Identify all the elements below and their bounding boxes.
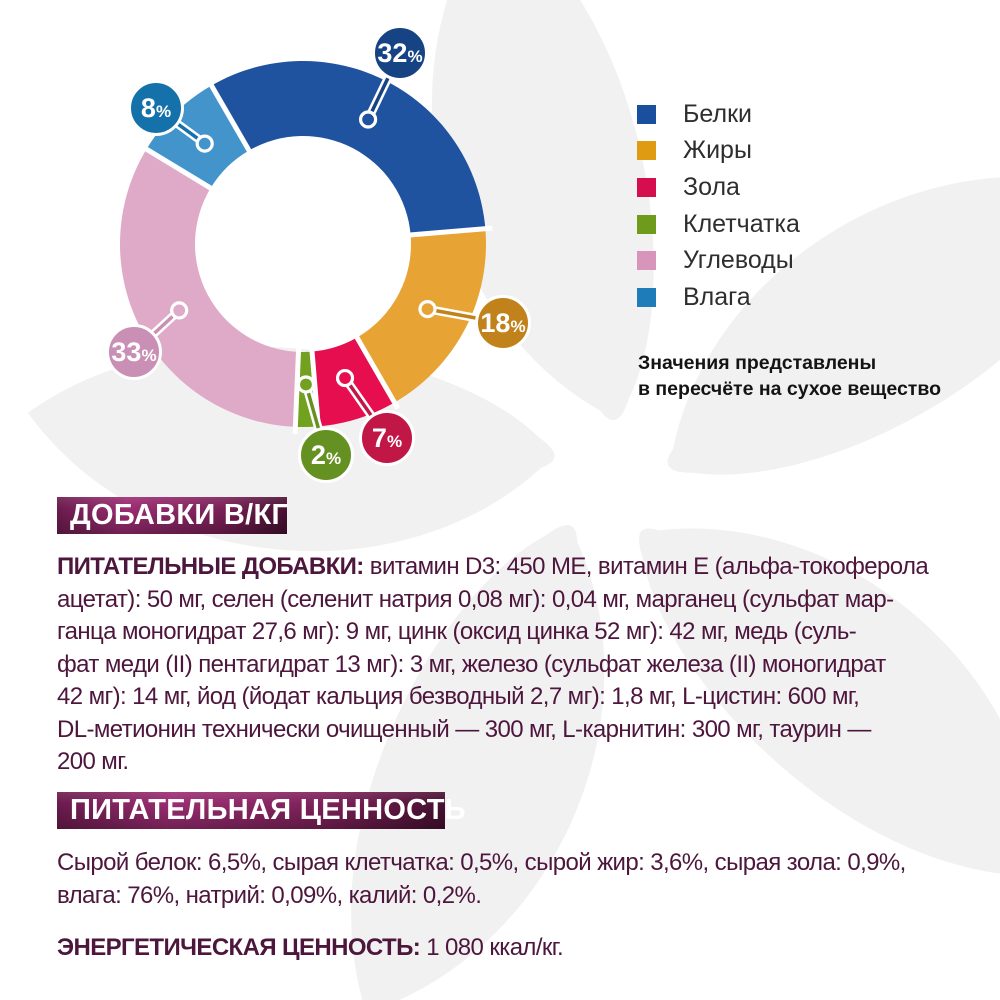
section-heading-additives: ДОБАВКИ В/КГ [57, 497, 289, 534]
legend-label: Жиры [683, 136, 752, 165]
legend-swatch-belki [637, 104, 656, 124]
legend-item-uglevody: Углеводы [637, 242, 800, 279]
legend-item-vlaga: Влага [637, 279, 800, 316]
legend-label: Углеводы [683, 246, 794, 275]
text-line: 200 мг. [57, 748, 129, 775]
text-line: Сырой белок: 6,5%, сырая клетчатка: 0,5%… [57, 849, 906, 876]
energy-label: ЭНЕРГЕТИЧЕСКАЯ ЦЕННОСТЬ: [57, 934, 421, 961]
chart-legend: Белки Жиры Зола Клетчатка Углеводы Влага [637, 96, 800, 316]
donut-segment-Углеводы [119, 149, 299, 427]
swirl-petal [432, 0, 654, 421]
energy-value: 1 080 ккал/кг. [426, 934, 564, 961]
legend-item-zhiry: Жиры [637, 133, 800, 170]
section-heading-nutrition: ПИТАТЕЛЬНАЯ ЦЕННОСТЬ [57, 792, 466, 829]
donut-segment-Белки [211, 60, 486, 235]
donut-chart: 32% 18% 7% 2% 33% 8% [106, 25, 531, 483]
callout-value: 32% [377, 38, 422, 68]
callout-value: 18% [480, 308, 525, 338]
callout-value: 2% [311, 440, 341, 470]
callout-bubble-Зола [359, 410, 415, 466]
swirl-petal [351, 525, 605, 1000]
callout-bubble-Жиры [475, 295, 531, 351]
legend-swatch-zola [637, 177, 656, 197]
callout-anchor-dot [296, 375, 316, 394]
callout-anchor-dot [335, 368, 355, 388]
segment-gap [292, 344, 302, 434]
segment-gap [205, 78, 255, 158]
callout-anchor-dot [418, 299, 437, 319]
text-line: ПИТАТЕЛЬНЫЕ ДОБАВКИ: витамин D3: 450 МЕ,… [57, 551, 929, 584]
legend-swatch-kletchatka [637, 214, 656, 234]
callout-bubble-Клетчатка [298, 427, 354, 483]
text-line: DL-метионин технически очищенный — 300 м… [57, 715, 871, 743]
energy-value-line: ЭНЕРГЕТИЧЕСКАЯ ЦЕННОСТЬ: 1 080 ккал/кг. [57, 931, 564, 964]
nutrition-paragraph: Сырой белок: 6,5%, сырая клетчатка: 0,5%… [57, 846, 906, 912]
legend-swatch-uglevody [637, 251, 656, 271]
section-heading-text: ПИТАТЕЛЬНАЯ ЦЕННОСТЬ [70, 794, 466, 826]
segment-gap [139, 143, 218, 194]
callout-value: 7% [372, 423, 402, 453]
callout-value: 8% [141, 93, 171, 123]
additives-lead-label: ПИТАТЕЛЬНЫЕ ДОБАВКИ: [57, 553, 364, 580]
legend-label: Влага [683, 282, 751, 311]
legend-label: Зола [683, 172, 740, 201]
segment-gap [351, 330, 401, 410]
text-line: ацетат): 50 мг, селен (селенит натрия 0,… [57, 585, 894, 613]
text-line-content: витамин D3: 450 МЕ, витамин Е (альфа-ток… [369, 553, 929, 580]
legend-note: Значения представлены в пересчёте на сух… [638, 352, 942, 400]
callout-bubble-Белки [372, 25, 428, 81]
callout-anchor-dot [358, 110, 378, 129]
callout-value: 33% [111, 337, 156, 367]
section-heading-text: ДОБАВКИ В/КГ [70, 499, 289, 531]
text-line: ганца моногидрат 27,6 мг): 9 мг, цинк (о… [57, 618, 857, 645]
legend-swatch-zhiry [637, 141, 656, 161]
swirl-petal [639, 528, 1000, 877]
legend-label: Клетчатка [683, 209, 800, 238]
callout-anchor-dot [170, 301, 189, 320]
legend-item-belki: Белки [637, 96, 800, 133]
legend-swatch-vlaga [637, 287, 656, 307]
additives-paragraph: ПИТАТЕЛЬНЫЕ ДОБАВКИ: витамин D3: 450 МЕ,… [57, 551, 929, 779]
text-line: фат меди (II) пентагидрат 13 мг): 3 мг, … [57, 650, 886, 678]
donut-segment-Зола [312, 337, 395, 427]
legend-item-zola: Зола [637, 169, 800, 206]
legend-item-kletchatka: Клетчатка [637, 206, 800, 243]
text-line: 42 мг): 14 мг, йод (йодат кальция безвод… [57, 683, 860, 710]
callout-bubble-Углеводы [106, 324, 162, 380]
legend-label: Белки [683, 99, 752, 128]
callout-anchor-dot [195, 134, 214, 153]
text-line: влага: 76%, натрий: 0,09%, калий: 0,2%. [57, 882, 482, 909]
swirl-petal [667, 176, 1000, 475]
segment-gap [403, 225, 493, 239]
callout-bubble-Влага [128, 80, 184, 136]
